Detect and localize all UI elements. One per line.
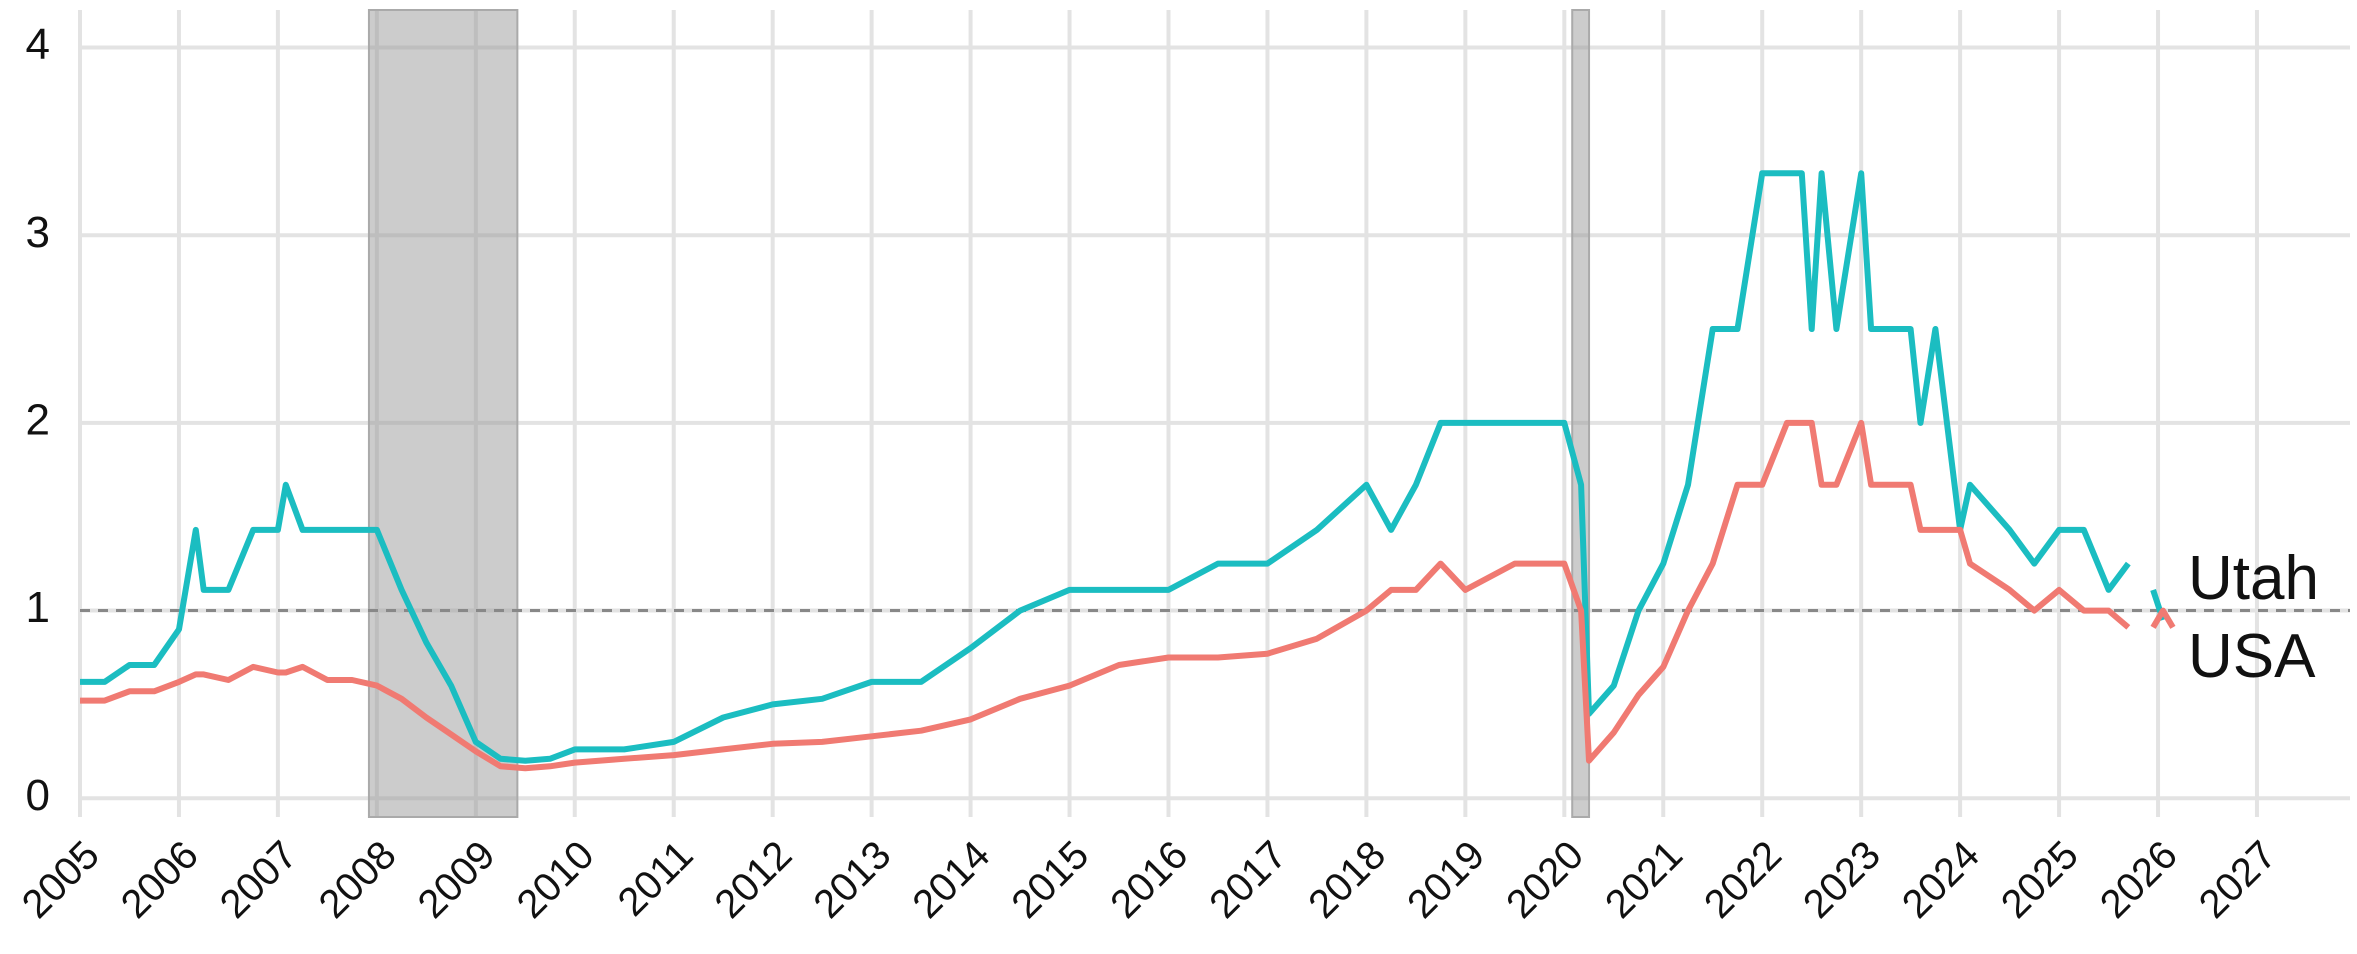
x-tick-label: 2013: [805, 833, 899, 927]
x-tick-label: 2016: [1102, 833, 1196, 927]
series-label: Utah: [2188, 544, 2319, 613]
x-tick-label: 2009: [410, 833, 504, 927]
x-tick-label: 2027: [2191, 833, 2285, 927]
x-tick-label: 2014: [904, 833, 998, 927]
x-tick-label: 2015: [1003, 833, 1097, 927]
series-line: [80, 419, 2176, 772]
x-tick-label: 2008: [311, 833, 405, 927]
x-tick-label: 2010: [509, 833, 603, 927]
x-tick-label: 2011: [610, 833, 702, 925]
x-tick-label: 2024: [1894, 833, 1988, 927]
y-tick-label: 1: [26, 583, 50, 632]
x-tick-label: 2026: [2092, 833, 2186, 927]
x-tick-label: 2017: [1201, 833, 1295, 927]
x-tick-label: 2012: [706, 833, 800, 927]
y-tick-label: 0: [26, 771, 50, 820]
y-tick-label: 4: [26, 20, 50, 69]
x-tick-label: 2006: [113, 833, 207, 927]
x-tick-label: 2020: [1498, 833, 1592, 927]
recession-band: [367, 9, 519, 818]
x-tick-label: 2007: [212, 833, 306, 927]
x-tick-label: 2018: [1300, 833, 1394, 927]
x-tick-label: 2021: [1597, 833, 1691, 927]
x-tick-label: 2022: [1696, 833, 1790, 927]
y-tick-label: 3: [26, 208, 50, 257]
x-tick-label: 2005: [14, 833, 108, 927]
x-tick-label: 2023: [1795, 833, 1889, 927]
x-tick-label: 2019: [1399, 833, 1493, 927]
x-tick-label: 2025: [1993, 833, 2087, 927]
series-label: USA: [2188, 622, 2316, 691]
y-tick-label: 2: [26, 396, 50, 445]
